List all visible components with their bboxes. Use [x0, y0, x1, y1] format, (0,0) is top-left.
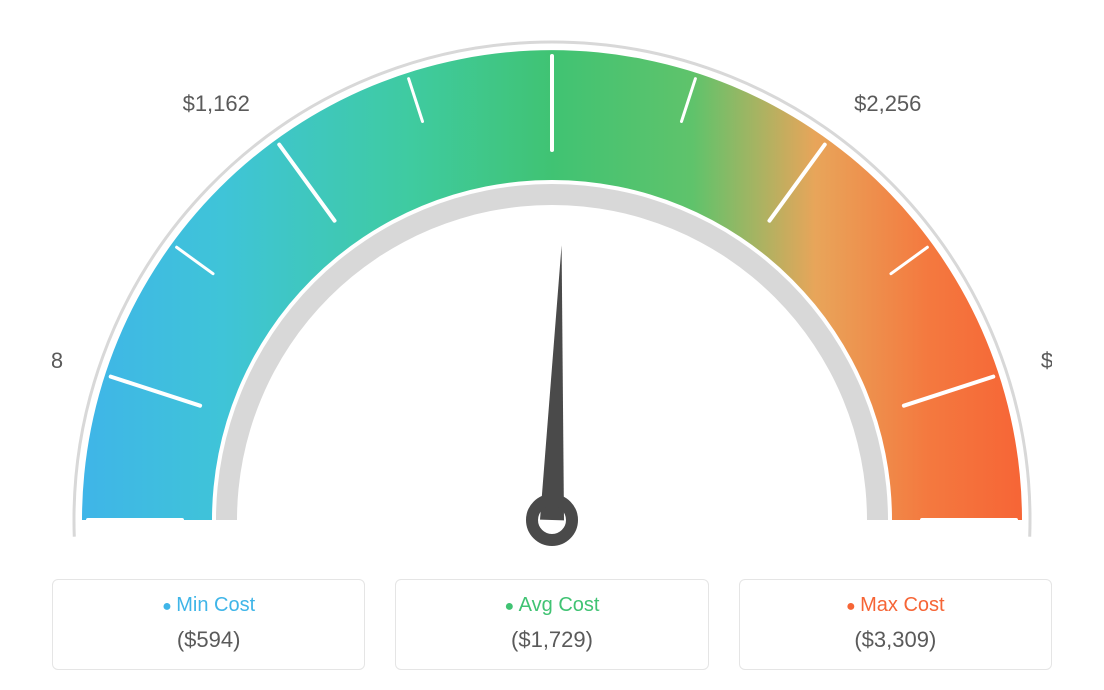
- gauge-chart: $594$878$1,162$1,729$2,256$2,783$3,309: [0, 0, 1104, 560]
- legend-card-avg: Avg Cost ($1,729): [395, 579, 708, 670]
- legend-card-max: Max Cost ($3,309): [739, 579, 1052, 670]
- gauge-tick-label: $878: [52, 348, 63, 373]
- gauge-tick-label: $2,256: [854, 91, 921, 116]
- legend-value-min: ($594): [63, 627, 354, 653]
- legend-value-max: ($3,309): [750, 627, 1041, 653]
- gauge-svg: $594$878$1,162$1,729$2,256$2,783$3,309: [52, 30, 1052, 560]
- legend-value-avg: ($1,729): [406, 627, 697, 653]
- legend-title-avg: Avg Cost: [406, 594, 697, 617]
- gauge-tick-label: $1,162: [183, 91, 250, 116]
- gauge-needle: [540, 245, 564, 520]
- legend-card-min: Min Cost ($594): [52, 579, 365, 670]
- gauge-tick-label: $2,783: [1041, 348, 1052, 373]
- legend-row: Min Cost ($594) Avg Cost ($1,729) Max Co…: [52, 579, 1052, 670]
- legend-title-max: Max Cost: [750, 594, 1041, 617]
- legend-title-min: Min Cost: [63, 594, 354, 617]
